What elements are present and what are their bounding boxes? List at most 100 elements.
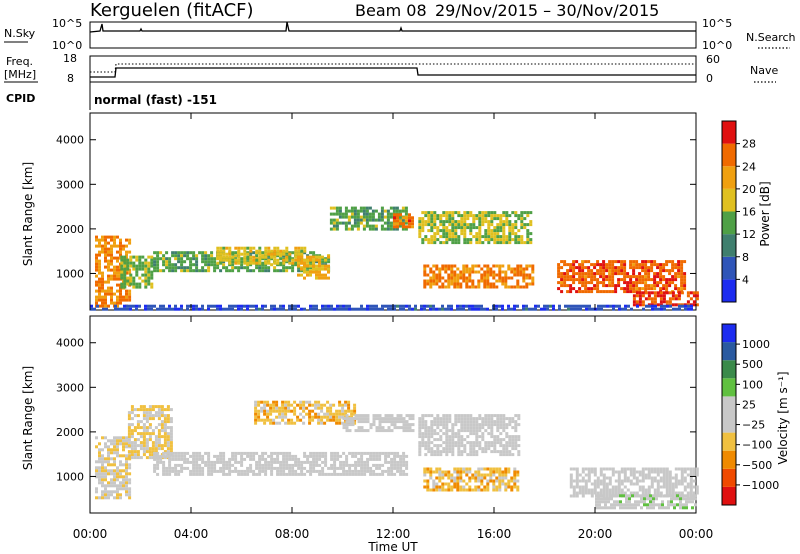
- velocity-cell: [353, 418, 357, 422]
- velocity-cell: [463, 444, 467, 448]
- velocity-cell: [492, 485, 496, 489]
- velocity-cell: [662, 482, 666, 486]
- power-cell: [294, 246, 298, 250]
- power-cell: [502, 241, 506, 245]
- power-cell: [439, 220, 443, 224]
- velocity-cell: [119, 493, 122, 497]
- power-cell: [529, 223, 533, 227]
- velocity-cell: [475, 450, 479, 454]
- velocity-cell: [122, 475, 125, 479]
- velocity-cell: [257, 400, 261, 404]
- velocity-cell: [387, 429, 391, 433]
- velocity-cell: [281, 403, 285, 407]
- velocity-cell: [623, 467, 627, 471]
- power-cell: [107, 253, 110, 257]
- power-cell: [345, 307, 348, 311]
- velocity-cell: [484, 417, 488, 421]
- power-cell: [180, 269, 184, 273]
- power-cell: [360, 304, 363, 308]
- velocity-cell: [297, 466, 301, 470]
- power-cell: [626, 284, 630, 288]
- velocity-cell: [276, 469, 280, 473]
- power-cell: [642, 307, 645, 311]
- power-cell: [557, 287, 561, 291]
- power-cell: [366, 307, 369, 311]
- velocity-cell: [451, 438, 455, 442]
- power-cell: [444, 285, 448, 289]
- power-cell: [427, 217, 431, 221]
- velocity-cell: [273, 460, 277, 464]
- power-cell: [493, 232, 497, 236]
- power-cell: [680, 281, 684, 285]
- velocity-cell: [151, 414, 155, 418]
- power-cell: [493, 217, 497, 221]
- power-cell: [471, 270, 475, 274]
- velocity-cell: [463, 429, 467, 433]
- power-cell: [368, 218, 372, 222]
- power-cell: [335, 212, 339, 216]
- velocity-cell: [276, 466, 280, 470]
- velocity-cell: [507, 482, 511, 486]
- velocity-cell: [231, 451, 235, 455]
- power-cell: [291, 266, 295, 270]
- velocity-cell: [145, 450, 149, 454]
- power-cell: [660, 307, 663, 311]
- power-cell: [523, 226, 527, 230]
- power-cell: [614, 266, 618, 270]
- power-cell: [462, 264, 466, 268]
- velocity-cell: [674, 479, 678, 483]
- velocity-cell: [427, 450, 431, 454]
- power-cell: [457, 241, 461, 245]
- velocity-cell: [269, 418, 273, 422]
- velocity-cell: [254, 403, 258, 407]
- velocity-cell: [430, 450, 434, 454]
- power-cell: [498, 279, 502, 283]
- power-cell: [549, 304, 552, 308]
- velocity-cell: [641, 491, 645, 495]
- power-cell: [529, 241, 533, 245]
- velocity-cell: [649, 506, 652, 510]
- power-cell: [490, 223, 494, 227]
- power-cell: [526, 214, 530, 218]
- velocity-cell: [454, 441, 458, 445]
- power-cell: [98, 289, 101, 293]
- power-cell: [318, 255, 321, 259]
- velocity-cell: [381, 420, 385, 424]
- velocity-cell: [454, 435, 458, 439]
- power-cell: [645, 304, 648, 308]
- velocity-cell: [257, 418, 261, 422]
- velocity-cell: [575, 473, 579, 477]
- velocity-cell: [595, 497, 598, 501]
- power-cell: [508, 223, 512, 227]
- power-cell: [448, 229, 452, 233]
- velocity-cell: [646, 497, 649, 501]
- power-cell: [683, 275, 687, 279]
- velocity-cell: [484, 447, 488, 451]
- velocity-cell: [487, 417, 491, 421]
- power-cell: [353, 206, 357, 210]
- velocity-cell: [378, 423, 382, 427]
- velocity-cell: [345, 423, 349, 427]
- velocity-cell: [148, 453, 152, 457]
- velocity-cell: [309, 451, 313, 455]
- velocity-cell: [183, 460, 187, 464]
- velocity-cell: [514, 423, 518, 427]
- velocity-cell: [408, 417, 412, 421]
- power-cell: [483, 285, 487, 289]
- power-cell: [255, 266, 259, 270]
- power-cell: [605, 275, 609, 279]
- power-cell: [567, 304, 570, 308]
- power-cell: [282, 252, 286, 256]
- velocity-cell: [153, 457, 157, 461]
- velocity-cell: [486, 485, 490, 489]
- power-cell: [324, 307, 327, 311]
- velocity-cell: [107, 496, 110, 500]
- velocity-cell: [468, 467, 472, 471]
- velocity-cell: [673, 506, 676, 510]
- velocity-cell: [159, 454, 163, 458]
- velocity-cell: [466, 441, 470, 445]
- velocity-cell: [279, 460, 283, 464]
- power-cell: [468, 279, 472, 283]
- power-cell: [638, 278, 642, 282]
- velocity-cell: [98, 496, 101, 500]
